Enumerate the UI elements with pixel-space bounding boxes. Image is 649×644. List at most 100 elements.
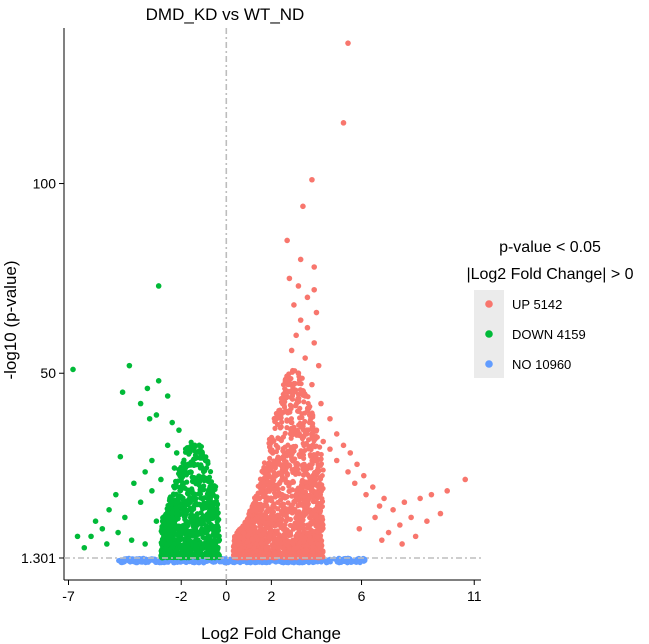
y-tick-label: 1.301 bbox=[21, 550, 56, 566]
no-point bbox=[228, 558, 234, 565]
down-point bbox=[176, 466, 182, 473]
up-point bbox=[317, 507, 324, 514]
up-point bbox=[271, 544, 277, 550]
down-point bbox=[193, 540, 199, 546]
x-tick-label: 11 bbox=[467, 588, 482, 604]
down-point bbox=[187, 499, 194, 506]
up-point bbox=[270, 503, 276, 509]
up-point bbox=[302, 355, 308, 361]
up-point bbox=[318, 456, 324, 462]
down-point bbox=[191, 456, 197, 462]
up-point bbox=[315, 519, 321, 525]
up-point bbox=[296, 485, 303, 491]
down-point bbox=[168, 500, 174, 507]
x-tick-label: 6 bbox=[358, 588, 366, 604]
up-point bbox=[272, 465, 278, 471]
up-point bbox=[295, 553, 301, 559]
x-tick-label: -2 bbox=[175, 588, 188, 604]
down-point bbox=[201, 500, 207, 506]
up-point bbox=[264, 539, 270, 545]
up-point bbox=[408, 514, 414, 521]
no-point bbox=[182, 558, 189, 565]
up-point bbox=[303, 479, 309, 485]
down-point bbox=[195, 491, 202, 497]
down-point bbox=[206, 546, 212, 552]
down-point bbox=[189, 551, 195, 557]
up-point bbox=[312, 475, 318, 481]
up-point bbox=[285, 500, 291, 506]
up-point bbox=[308, 453, 314, 459]
up-point bbox=[462, 476, 469, 483]
up-point bbox=[281, 458, 288, 464]
down-point bbox=[153, 518, 160, 524]
down-point bbox=[104, 541, 110, 547]
up-point bbox=[288, 347, 295, 354]
down-point bbox=[164, 509, 171, 515]
up-point bbox=[266, 482, 272, 489]
up-point bbox=[283, 468, 289, 474]
up-point bbox=[278, 508, 285, 515]
down-point bbox=[162, 546, 168, 552]
up-point bbox=[293, 491, 299, 498]
up-point bbox=[304, 294, 311, 301]
up-point bbox=[283, 395, 290, 401]
up-point bbox=[333, 431, 340, 437]
up-point bbox=[250, 503, 256, 509]
down-point bbox=[205, 518, 211, 524]
up-point bbox=[292, 524, 298, 530]
up-point bbox=[315, 362, 322, 369]
no-point bbox=[151, 558, 157, 564]
down-point bbox=[137, 499, 144, 506]
up-point bbox=[287, 463, 293, 469]
down-point bbox=[188, 439, 194, 445]
down-point bbox=[113, 491, 119, 498]
up-point bbox=[290, 478, 296, 485]
up-point bbox=[291, 302, 297, 308]
down-point bbox=[205, 460, 211, 467]
up-point bbox=[304, 484, 310, 490]
up-point bbox=[275, 521, 281, 527]
down-point bbox=[191, 491, 198, 497]
up-point bbox=[275, 435, 281, 442]
down-point bbox=[204, 465, 210, 471]
down-point bbox=[169, 419, 175, 426]
up-point bbox=[232, 544, 238, 550]
up-point bbox=[237, 547, 243, 553]
down-point bbox=[196, 501, 203, 507]
up-point bbox=[428, 491, 435, 498]
up-point bbox=[276, 548, 282, 555]
up-point bbox=[397, 522, 403, 528]
up-point bbox=[385, 529, 392, 536]
up-point bbox=[306, 412, 313, 418]
down-point bbox=[182, 485, 188, 491]
up-point bbox=[313, 513, 319, 519]
down-point bbox=[196, 442, 203, 449]
down-point bbox=[201, 483, 207, 489]
up-point bbox=[268, 474, 274, 480]
down-point bbox=[168, 534, 174, 540]
down-point bbox=[168, 523, 174, 529]
up-point bbox=[280, 391, 286, 397]
up-point bbox=[317, 444, 323, 450]
down-point bbox=[208, 485, 214, 491]
up-point bbox=[293, 332, 299, 339]
down-point bbox=[205, 514, 211, 520]
up-point bbox=[307, 514, 313, 521]
up-point bbox=[274, 528, 280, 534]
legend-title-line-1: p-value < 0.05 bbox=[499, 239, 601, 256]
up-point bbox=[301, 498, 307, 504]
up-point bbox=[257, 476, 264, 482]
up-point bbox=[290, 540, 296, 546]
x-tick-label: 2 bbox=[267, 588, 275, 604]
up-point bbox=[401, 499, 408, 506]
up-point bbox=[301, 399, 307, 405]
up-point bbox=[231, 538, 237, 544]
down-point bbox=[181, 543, 187, 550]
up-point bbox=[295, 370, 302, 377]
down-point bbox=[161, 521, 167, 527]
down-point bbox=[199, 465, 206, 472]
up-point bbox=[278, 477, 285, 483]
down-point bbox=[178, 487, 184, 493]
down-point bbox=[197, 540, 203, 546]
up-point bbox=[273, 492, 279, 498]
